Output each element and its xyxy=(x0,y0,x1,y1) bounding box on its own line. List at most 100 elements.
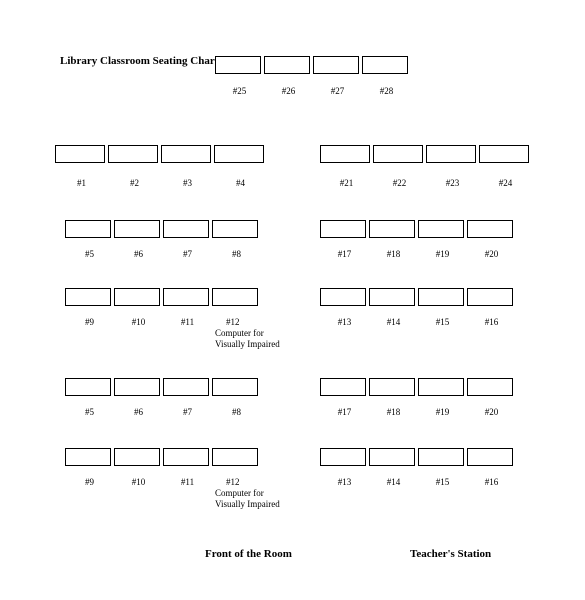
seat xyxy=(212,448,258,466)
seat-label: #4 xyxy=(214,178,267,188)
seat-note: Computer for Visually Impaired xyxy=(215,328,280,350)
seat-row xyxy=(320,220,513,238)
seat-label: #25 xyxy=(215,86,264,96)
seat-label-row: #5 #6 #7 #8 xyxy=(65,407,261,417)
seat-label: #21 xyxy=(320,178,373,188)
seat-note: Computer for Visually Impaired xyxy=(215,488,280,510)
seat-label: #6 xyxy=(114,407,163,417)
seat-label: #5 xyxy=(65,407,114,417)
seat xyxy=(320,448,366,466)
seat-label: #27 xyxy=(313,86,362,96)
seat-label-row: #21 #22 #23 #24 xyxy=(320,178,532,188)
seat-label: #19 xyxy=(418,249,467,259)
seat-label: #16 xyxy=(467,477,516,487)
seat xyxy=(212,288,258,306)
seat-label: #8 xyxy=(212,407,261,417)
seat xyxy=(369,220,415,238)
seat xyxy=(426,145,476,163)
seat xyxy=(467,288,513,306)
seat-label: #5 xyxy=(65,249,114,259)
seat-label: #6 xyxy=(114,249,163,259)
seat xyxy=(479,145,529,163)
seat-label: #14 xyxy=(369,477,418,487)
seat-row xyxy=(65,288,258,306)
seat xyxy=(65,288,111,306)
seat-label: #2 xyxy=(108,178,161,188)
seat-label: #13 xyxy=(320,317,369,327)
seat-label: #19 xyxy=(418,407,467,417)
seat xyxy=(114,288,160,306)
seat-label: #10 xyxy=(114,317,163,327)
seat xyxy=(467,378,513,396)
seat-label: #15 xyxy=(418,477,467,487)
seat-row xyxy=(320,145,529,163)
seat xyxy=(215,56,261,74)
seat-label: #17 xyxy=(320,249,369,259)
seat-label-row: #17 #18 #19 #20 xyxy=(320,249,516,259)
seat-label: #20 xyxy=(467,249,516,259)
seat xyxy=(163,378,209,396)
seat-row-top xyxy=(215,56,408,74)
seat-label-row-top: #25 #26 #27 #28 xyxy=(215,86,411,96)
seat xyxy=(65,220,111,238)
seat xyxy=(114,448,160,466)
seat xyxy=(320,288,366,306)
seat-label-row: #9 #10 #11 #12 xyxy=(65,477,261,487)
seat xyxy=(320,378,366,396)
footer-front-label: Front of the Room xyxy=(205,548,292,560)
seat xyxy=(369,378,415,396)
seat-label: #7 xyxy=(163,249,212,259)
seat xyxy=(55,145,105,163)
seat xyxy=(163,220,209,238)
seat-row xyxy=(320,288,513,306)
seat xyxy=(161,145,211,163)
seat-label: #8 xyxy=(212,249,261,259)
seat-label: #13 xyxy=(320,477,369,487)
seat-label: #12 xyxy=(212,477,261,487)
seat xyxy=(418,220,464,238)
seat-label: #7 xyxy=(163,407,212,417)
seat-row xyxy=(65,378,258,396)
seat-label-row: #13 #14 #15 #16 xyxy=(320,317,516,327)
seat xyxy=(369,288,415,306)
seat xyxy=(467,220,513,238)
seat xyxy=(373,145,423,163)
seat-label: #16 xyxy=(467,317,516,327)
seat-row xyxy=(55,145,264,163)
seat-label-row: #1 #2 #3 #4 xyxy=(55,178,267,188)
seat-label: #18 xyxy=(369,407,418,417)
seat-label: #12 xyxy=(212,317,261,327)
seat-label: #22 xyxy=(373,178,426,188)
seat-label: #9 xyxy=(65,477,114,487)
seat xyxy=(163,288,209,306)
seat xyxy=(114,220,160,238)
seat-label-row: #13 #14 #15 #16 xyxy=(320,477,516,487)
page-title: Library Classroom Seating Chart xyxy=(60,55,218,67)
seat xyxy=(320,145,370,163)
seat-label-row: #5 #6 #7 #8 xyxy=(65,249,261,259)
seat xyxy=(65,378,111,396)
seat-label: #15 xyxy=(418,317,467,327)
seat xyxy=(369,448,415,466)
seat-label: #24 xyxy=(479,178,532,188)
seat-label: #11 xyxy=(163,317,212,327)
seat-label: #14 xyxy=(369,317,418,327)
seat xyxy=(108,145,158,163)
seat xyxy=(264,56,310,74)
seat xyxy=(418,288,464,306)
seat xyxy=(65,448,111,466)
seat-label: #20 xyxy=(467,407,516,417)
seat-label: #17 xyxy=(320,407,369,417)
seat-row xyxy=(320,378,513,396)
seat xyxy=(212,220,258,238)
seat-label: #3 xyxy=(161,178,214,188)
seat xyxy=(418,378,464,396)
seat-row xyxy=(320,448,513,466)
seat xyxy=(214,145,264,163)
seat xyxy=(467,448,513,466)
seat xyxy=(418,448,464,466)
seat xyxy=(362,56,408,74)
seat-row xyxy=(65,448,258,466)
footer-teacher-label: Teacher's Station xyxy=(410,548,491,560)
seat xyxy=(313,56,359,74)
